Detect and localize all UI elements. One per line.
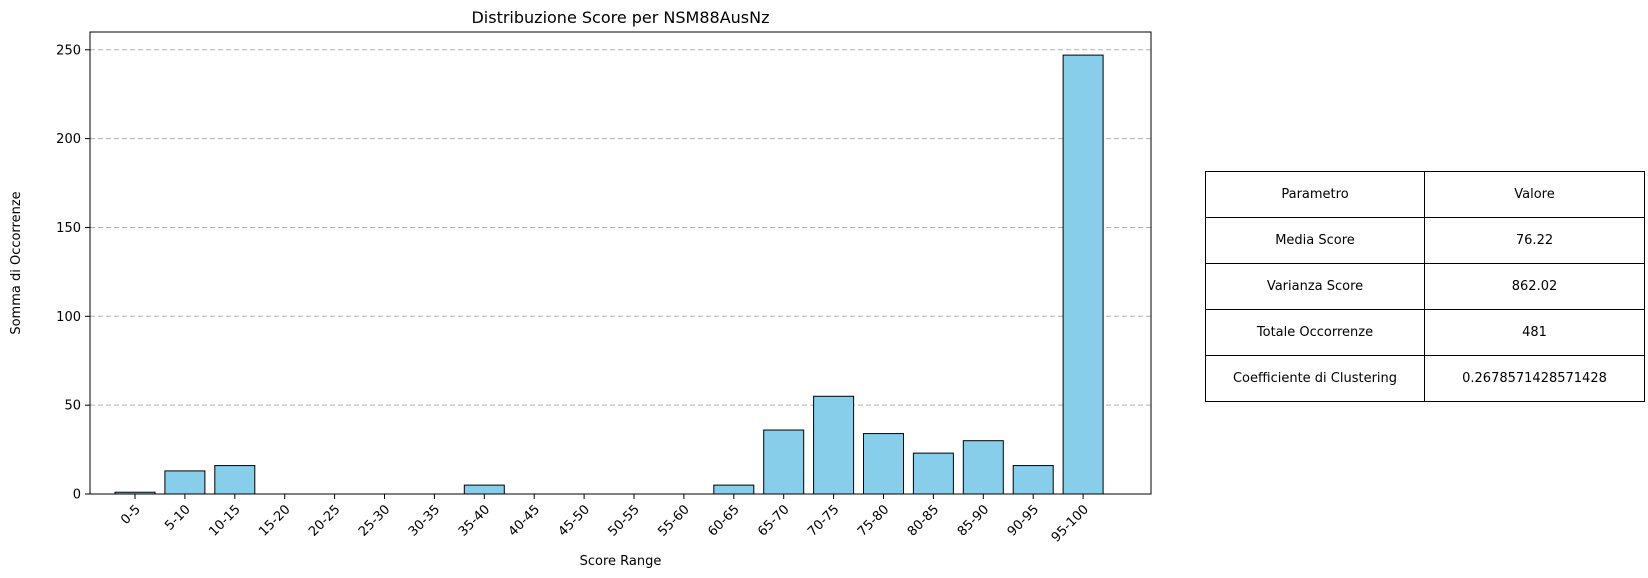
stats-table-body: Parametro Valore Media Score 76.22 Varianza … xyxy=(1205,171,1645,402)
chart-title: Distribuzione Score per NSM88AusNz xyxy=(471,8,769,27)
bar-80-85 xyxy=(912,452,954,495)
bar-75-80 xyxy=(863,433,904,495)
value-cell: 0.2678571428571428 xyxy=(1424,355,1645,402)
bars xyxy=(114,54,1104,495)
x-tick-label: 60-65 xyxy=(705,502,742,539)
x-tick-label: 30-35 xyxy=(406,502,443,539)
bar-65-70 xyxy=(763,429,805,495)
value-cell: 76.22 xyxy=(1424,217,1645,264)
x-tick-label: 50-55 xyxy=(606,502,643,539)
bar-95-100 xyxy=(1062,54,1104,495)
x-tick-label: 40-45 xyxy=(506,502,543,539)
param-cell: Coefficiente di Clustering xyxy=(1205,355,1425,402)
table-header-cell: Valore xyxy=(1424,171,1645,218)
x-tick-label: 95-100 xyxy=(1049,502,1092,545)
y-tick-label: 50 xyxy=(64,399,81,414)
x-tick-label: 85-90 xyxy=(955,502,992,539)
x-axis-ticks: 0-5 5-10 10-15 15-20 20-25 25-30 30-35 35-40 40-… xyxy=(118,494,1092,545)
bar-60-65 xyxy=(713,484,755,495)
table-row: Varianza Score 862.02 xyxy=(1205,263,1645,310)
x-tick-label: 5-10 xyxy=(162,502,193,533)
value-cell: 862.02 xyxy=(1424,263,1645,310)
table-header-cell: Parametro xyxy=(1205,171,1425,218)
param-cell: Media Score xyxy=(1205,217,1425,264)
bar-70-75 xyxy=(813,395,855,495)
x-tick-label: 0-5 xyxy=(118,502,144,528)
param-cell: Totale Occorrenze xyxy=(1205,309,1425,356)
bar-35-40 xyxy=(463,484,505,495)
grid-lines xyxy=(90,49,1151,406)
x-tick-label: 45-50 xyxy=(556,502,593,539)
x-tick-label: 90-95 xyxy=(1005,502,1042,539)
x-tick-label: 80-85 xyxy=(905,502,942,539)
y-tick-label: 0 xyxy=(73,488,81,503)
bar-90-95 xyxy=(1012,465,1054,495)
param-cell: Varianza Score xyxy=(1205,263,1425,310)
bar-chart: 0 50 100 150 200 250 0-5 5-10 10-15 15-20 20-25 25… xyxy=(9,8,1152,569)
bar-85-90 xyxy=(962,440,1004,495)
y-tick-label: 250 xyxy=(56,43,81,58)
bar-5-10 xyxy=(164,470,206,495)
x-tick-label: 20-25 xyxy=(306,502,343,539)
x-tick-label: 15-20 xyxy=(256,502,293,539)
plot-frame xyxy=(89,31,1152,495)
y-tick-label: 200 xyxy=(56,132,81,147)
x-axis-title: Score Range xyxy=(580,554,662,569)
value-cell: 481 xyxy=(1424,309,1645,356)
x-tick-label: 25-30 xyxy=(356,502,393,539)
x-tick-label: 65-70 xyxy=(755,502,792,539)
table-row: Totale Occorrenze 481 xyxy=(1205,309,1645,356)
x-tick-label: 55-60 xyxy=(655,502,692,539)
table-row: Media Score 76.22 xyxy=(1205,217,1645,264)
x-tick-label: 75-80 xyxy=(855,502,892,539)
x-tick-label: 10-15 xyxy=(206,502,243,539)
x-tick-label: 35-40 xyxy=(456,502,493,539)
stats-table: Parametro Valore Media Score 76.22 Varianza … xyxy=(1205,171,1645,402)
bar-10-15 xyxy=(214,465,256,495)
y-tick-label: 150 xyxy=(56,221,81,236)
table-row: Coefficiente di Clustering 0.267857142857… xyxy=(1205,355,1645,402)
y-axis-title: Somma di Occorrenze xyxy=(9,191,24,334)
x-tick-label: 70-75 xyxy=(805,502,842,539)
y-tick-label: 100 xyxy=(56,310,81,325)
y-axis-ticks: 0 50 100 150 200 250 xyxy=(56,43,90,503)
table-header-row: Parametro Valore xyxy=(1205,171,1645,218)
